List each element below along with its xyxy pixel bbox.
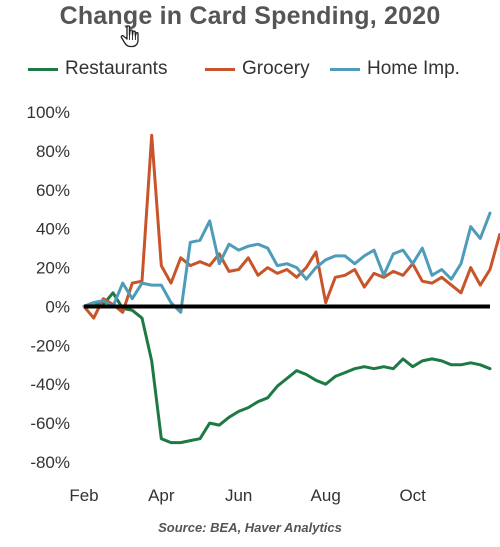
y-tick-label: 0% — [45, 297, 70, 316]
x-tick-label: Oct — [399, 486, 426, 505]
chart-title: Change in Card Spending, 2020 — [59, 2, 441, 30]
y-tick-label: 40% — [36, 220, 70, 239]
y-tick-label: 60% — [36, 181, 70, 200]
y-tick-label: -20% — [30, 336, 70, 355]
legend-label-grocery: Grocery — [242, 58, 310, 79]
series-line-home-imp — [82, 211, 492, 314]
y-tick-label: 20% — [36, 259, 70, 278]
legend-swatch-grocery — [205, 67, 235, 71]
x-tick-label: Aug — [311, 486, 341, 505]
y-tick-label: 100% — [27, 103, 70, 122]
legend-label-restaurants: Restaurants — [65, 58, 168, 79]
legend-item-grocery: Grocery — [205, 57, 310, 81]
x-tick-label: Apr — [148, 486, 175, 505]
legend-label-home-imp: Home Imp. — [367, 58, 460, 79]
legend-swatch-home-imp — [330, 67, 360, 71]
series-line-grocery — [82, 133, 500, 320]
x-tick-label: Feb — [69, 486, 98, 505]
hand-cursor-icon — [120, 25, 139, 48]
legend: Restaurants Grocery Home Imp. — [0, 57, 500, 81]
y-tick-label: -40% — [30, 375, 70, 394]
x-tick-label: Jun — [225, 486, 252, 505]
y-tick-label: -80% — [30, 453, 70, 472]
legend-swatch-restaurants — [28, 67, 58, 71]
y-tick-label: 80% — [36, 142, 70, 161]
series-line-restaurants — [82, 291, 492, 445]
legend-item-restaurants: Restaurants — [28, 57, 167, 81]
chart-source: Source: BEA, Haver Analytics — [158, 520, 342, 535]
legend-item-home-imp: Home Imp. — [330, 57, 460, 81]
y-tick-label: -60% — [30, 414, 70, 433]
